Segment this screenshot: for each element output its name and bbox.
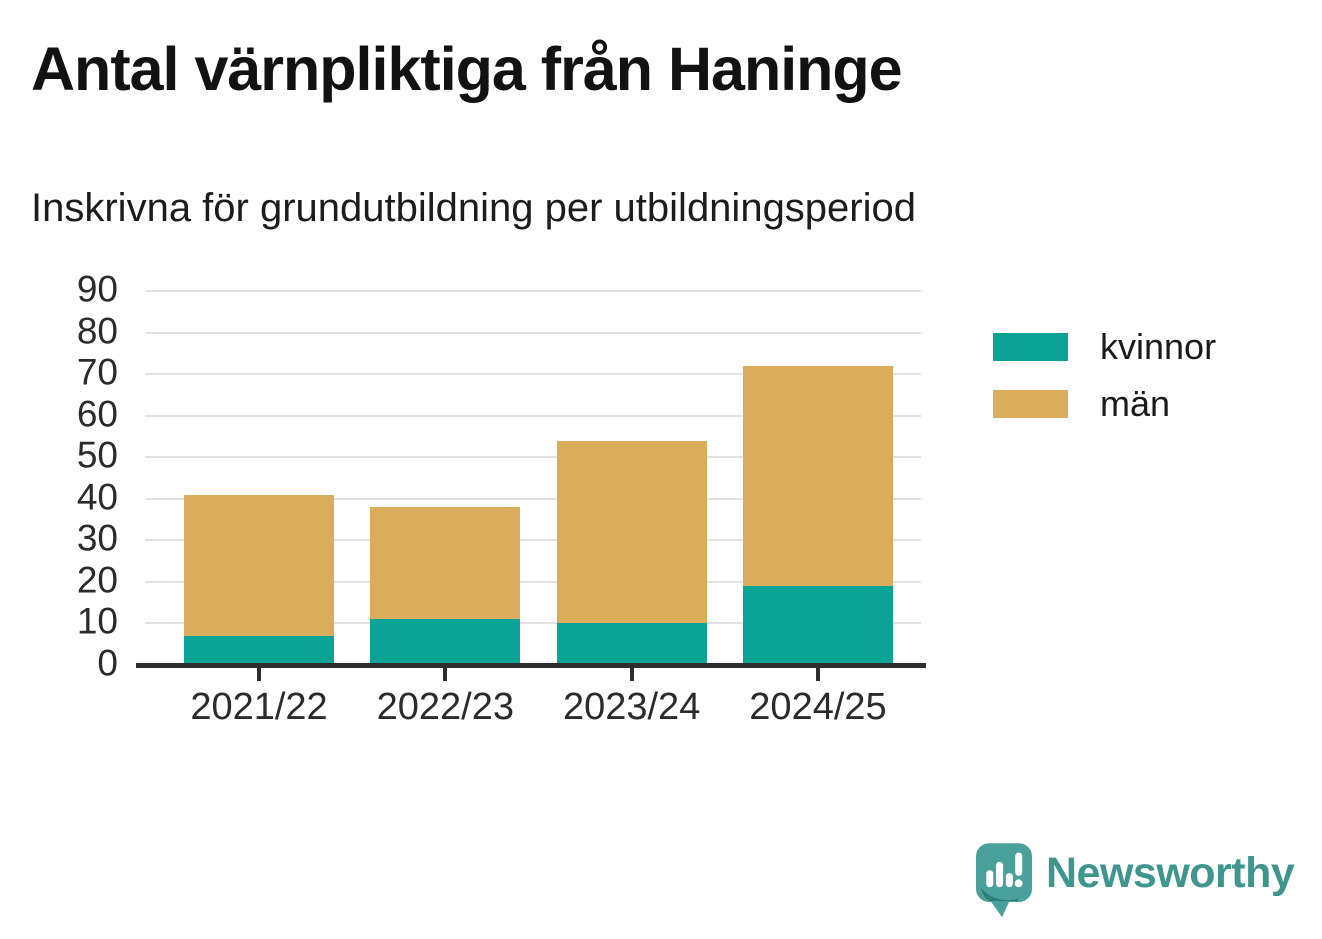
gridline — [145, 539, 921, 542]
x-tick — [443, 668, 448, 681]
bar-segment-kvinnor-2021/22 — [184, 635, 334, 665]
gridline — [145, 414, 921, 417]
legend-swatch — [993, 390, 1068, 418]
bar-segment-kvinnor-2024/25 — [742, 586, 893, 665]
y-tick-label: 50 — [76, 434, 118, 476]
x-tick-label: 2023/24 — [562, 686, 701, 728]
chart-title: Antal värnpliktiga från Haninge — [31, 35, 903, 103]
x-tick — [629, 668, 634, 681]
gridline — [145, 331, 921, 334]
y-tick-label: 70 — [76, 351, 118, 393]
bar-segment-män-2022/23 — [370, 507, 521, 620]
x-tick — [815, 668, 820, 681]
x-tick — [257, 668, 261, 681]
bar-segment-kvinnor-2022/23 — [370, 619, 521, 665]
y-tick-label: 40 — [76, 476, 118, 518]
y-tick-label: 10 — [76, 600, 118, 642]
gridline — [145, 580, 921, 583]
bar-segment-män-2023/24 — [556, 440, 707, 624]
brand-name: Newsworthy — [1046, 849, 1295, 897]
x-tick-label: 2021/22 — [190, 686, 328, 728]
gridline — [145, 622, 921, 625]
bar-segment-kvinnor-2023/24 — [556, 623, 707, 665]
bar-segment-män-2024/25 — [742, 365, 893, 587]
gridline — [145, 290, 921, 292]
y-tick-label: 80 — [76, 309, 118, 351]
x-tick-label: 2024/25 — [749, 686, 887, 728]
legend-label: män — [1100, 383, 1171, 424]
legend-label: kvinnor — [1100, 326, 1217, 367]
chart-subtitle: Inskrivna för grundutbildning per utbild… — [31, 186, 916, 230]
y-tick-label: 90 — [76, 268, 118, 310]
x-tick-label: 2022/23 — [376, 686, 515, 728]
y-tick-label: 0 — [97, 642, 118, 684]
legend-item-män: män — [993, 383, 1171, 424]
legend-item-kvinnor: kvinnor — [993, 326, 1217, 367]
gridline — [145, 456, 921, 459]
brand-footer: Newsworthy — [976, 843, 1306, 921]
x-axis-line — [136, 663, 926, 668]
gridline — [145, 497, 921, 500]
y-tick-label: 30 — [76, 517, 118, 559]
y-tick-label: 20 — [76, 559, 118, 601]
legend-swatch — [993, 333, 1068, 361]
speech-bubble-bar-chart-icon — [976, 843, 1032, 917]
y-tick-label: 60 — [76, 392, 118, 434]
gridline — [145, 373, 921, 376]
plot-area — [145, 290, 921, 665]
bar-segment-män-2021/22 — [184, 494, 334, 636]
